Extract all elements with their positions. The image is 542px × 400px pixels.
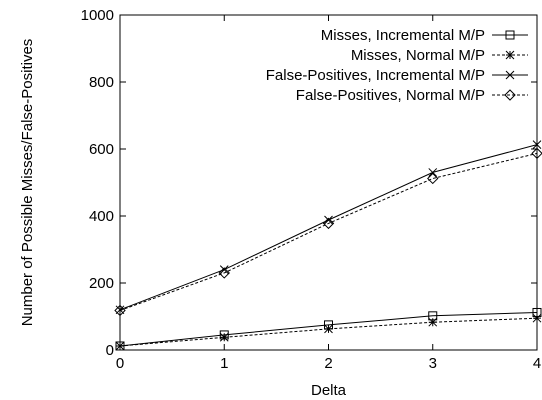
x-axis-title: Delta <box>311 382 347 399</box>
x-tick-label: 1 <box>220 355 228 372</box>
series-2 <box>115 313 542 351</box>
series-3 <box>115 140 542 315</box>
y-tick-label: 800 <box>89 74 114 91</box>
legend-entry-1: Misses, Incremental M/P <box>321 27 528 44</box>
data-point-diamond <box>322 217 335 230</box>
y-axis-ticks: 0 200 400 600 800 1000 <box>81 7 537 359</box>
legend: Misses, Incremental M/P Misses, Normal M/… <box>266 27 528 104</box>
data-point-cross <box>219 265 229 274</box>
series-layer <box>114 140 542 351</box>
x-axis-ticks: 0 1 2 3 4 <box>116 15 541 372</box>
legend-label: False-Positives, Incremental M/P <box>266 67 485 84</box>
series-line <box>119 152 538 311</box>
y-tick-label: 600 <box>89 141 114 158</box>
data-point-diamond <box>427 172 439 185</box>
data-point-diamond <box>114 304 126 317</box>
data-point-cross <box>505 70 515 80</box>
data-point-cross <box>428 168 438 177</box>
data-point-asterisk <box>428 317 438 327</box>
data-point-asterisk <box>324 324 333 334</box>
y-tick-label: 0 <box>106 342 114 359</box>
y-tick-label: 200 <box>89 275 114 292</box>
x-tick-label: 2 <box>324 355 332 372</box>
series-4 <box>114 147 542 317</box>
data-point-cross <box>324 215 333 225</box>
y-tick-label: 400 <box>89 208 114 225</box>
legend-label: Misses, Normal M/P <box>351 47 485 64</box>
data-point-asterisk <box>505 50 515 60</box>
data-point-asterisk <box>219 332 229 342</box>
x-tick-label: 3 <box>429 355 437 372</box>
x-tick-label: 0 <box>116 355 124 372</box>
data-point-cross <box>532 140 542 149</box>
y-axis-title: Number of Possible Misses/False-Positive… <box>19 39 36 327</box>
legend-label: Misses, Incremental M/P <box>321 27 485 44</box>
series-line <box>119 144 538 311</box>
data-point-asterisk <box>532 313 542 323</box>
legend-entry-2: Misses, Normal M/P <box>351 47 528 64</box>
data-point-diamond <box>531 147 542 160</box>
plot-area-border <box>119 14 538 351</box>
legend-label: False-Positives, Normal M/P <box>296 87 485 104</box>
data-point-diamond <box>504 89 516 101</box>
x-tick-label: 4 <box>533 355 541 372</box>
data-point-square <box>505 30 515 40</box>
legend-entry-3: False-Positives, Incremental M/P <box>266 67 528 84</box>
axes-frame <box>119 14 538 351</box>
y-tick-label: 1000 <box>81 7 114 24</box>
data-point-diamond <box>218 267 230 279</box>
legend-entry-4: False-Positives, Normal M/P <box>296 87 528 104</box>
data-point-asterisk <box>115 341 125 351</box>
